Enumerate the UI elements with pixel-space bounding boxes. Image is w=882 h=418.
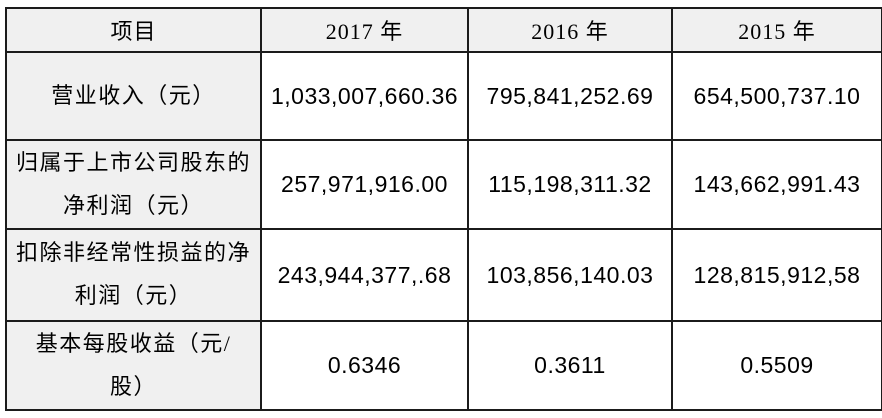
table-row-net-profit-deducted: 扣除非经常性损益的净 利润（元） 243,944,377,.68 103,856… [5,228,882,322]
cell-net-profit-attributable-2016: 115,198,311.32 [467,139,673,230]
column-header-2016: 2016 年 [467,7,673,53]
column-header-item: 项目 [5,7,262,53]
cell-operating-revenue-2015: 654,500,737.10 [671,51,882,141]
row-label-net-profit-deducted: 扣除非经常性损益的净 利润（元） [5,228,262,322]
table-row-operating-revenue: 营业收入（元） 1,033,007,660.36 795,841,252.69 … [5,51,882,141]
row-label-net-profit-attributable: 归属于上市公司股东的 净利润（元） [5,139,262,230]
cell-basic-eps-2017: 0.6346 [260,320,469,411]
cell-net-profit-attributable-2017: 257,971,916.00 [260,139,469,230]
row-label-basic-eps: 基本每股收益（元/ 股） [5,320,262,411]
cell-net-profit-deducted-2015: 128,815,912,58 [671,228,882,322]
cell-net-profit-deducted-2017: 243,944,377,.68 [260,228,469,322]
financial-summary-table-container: 项目 2017 年 2016 年 2015 年 营业收入（元） 1,033,00… [5,7,882,411]
table-header-row: 项目 2017 年 2016 年 2015 年 [5,7,882,53]
column-header-2015: 2015 年 [671,7,882,53]
column-header-2017: 2017 年 [260,7,469,53]
cell-net-profit-deducted-2016: 103,856,140.03 [467,228,673,322]
table-row-basic-eps: 基本每股收益（元/ 股） 0.6346 0.3611 0.5509 [5,320,882,411]
financial-summary-table: 项目 2017 年 2016 年 2015 年 营业收入（元） 1,033,00… [5,7,882,411]
cell-operating-revenue-2016: 795,841,252.69 [467,51,673,141]
cell-net-profit-attributable-2015: 143,662,991.43 [671,139,882,230]
table-row-net-profit-attributable: 归属于上市公司股东的 净利润（元） 257,971,916.00 115,198… [5,139,882,230]
cell-basic-eps-2015: 0.5509 [671,320,882,411]
row-label-operating-revenue: 营业收入（元） [5,51,262,141]
cell-operating-revenue-2017: 1,033,007,660.36 [260,51,469,141]
cell-basic-eps-2016: 0.3611 [467,320,673,411]
